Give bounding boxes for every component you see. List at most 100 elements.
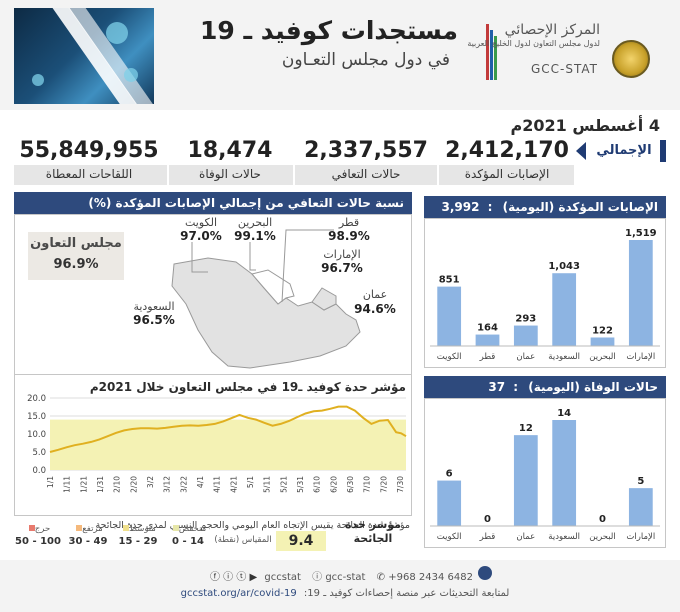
severity-legend-range: 30 - 49 xyxy=(68,536,108,547)
severity-index-box xyxy=(276,531,326,551)
bar-category-label: السعودية xyxy=(548,532,580,542)
report-date: 4 أغسطس 2021م xyxy=(510,116,660,135)
gcc-stat-small-logo-icon xyxy=(478,566,492,580)
severity-y-tick: 10.0 xyxy=(27,430,46,440)
page-subtitle: في دول مجلس التعـاون xyxy=(281,50,450,70)
bar xyxy=(513,435,538,526)
bar-value-label: 0 xyxy=(599,514,606,525)
covid-banner-image xyxy=(14,8,154,104)
bar xyxy=(628,240,653,346)
whatsapp-icon: ✆ xyxy=(376,572,386,583)
daily-cases-title: الإصابات المؤكدة (اليومية) : 3,992 xyxy=(424,196,666,218)
country-value-saudi: 96.5% xyxy=(133,313,175,327)
bar-category-label: الإمارات xyxy=(626,532,655,542)
severity-index-label: مؤشر حدة الجائحة xyxy=(345,518,401,545)
severity-legend-item: حرج 50 - 100 xyxy=(14,524,62,547)
gcc-recovery-label: مجلس التعاون xyxy=(30,236,122,251)
country-name-kuwait: الكويت xyxy=(184,216,218,229)
footer-social-row: ⓕ ⓘ ⓣ ▶ gccstat ⓘ gcc-stat ✆ +968 2434 6… xyxy=(210,568,473,583)
daily-cases-bar-chart: 1,519 الإمارات 122 البحرين 1,043 السعودية 293 ع… xyxy=(430,228,660,362)
severity-legend-range: 50 - 100 xyxy=(15,536,61,547)
gcc-stat-logo-text: المركز الإحصائي لدول مجلس التعاون لدول ا… xyxy=(467,23,600,50)
bar-category-label: عمان xyxy=(516,532,535,542)
country-value-qatar: 98.9% xyxy=(328,229,370,243)
severity-x-tick: 4/21 xyxy=(229,476,238,493)
bar-category-label: قطر xyxy=(479,532,496,542)
bar-value-label: 851 xyxy=(439,275,460,286)
severity-chart-title: مؤشر حدة كوفيد ـ19 في مجلس التعاون خلال … xyxy=(89,380,406,394)
gcc-stat-logo-english: GCC-STAT xyxy=(530,62,598,76)
daily-deaths-total: 37 xyxy=(488,380,506,394)
severity-low-band xyxy=(50,419,406,470)
divider xyxy=(293,165,295,185)
bar xyxy=(628,488,653,526)
linkedin-icon: ⓘ xyxy=(312,572,323,583)
severity-x-tick: 1/21 xyxy=(79,476,88,493)
daily-deaths-bars: 5 الإمارات 0 البحرين 14 السعودية 12 عمان 0 قطر 6 ال… xyxy=(430,408,660,542)
daily-cases-panel xyxy=(424,218,666,368)
country-name-qatar: قطر xyxy=(338,216,360,229)
bar xyxy=(437,480,462,526)
bar-category-label: السعودية xyxy=(548,352,580,362)
gcc-emblem-icon xyxy=(612,40,650,78)
country-value-bahrain: 99.1% xyxy=(234,229,276,243)
severity-x-tick: 4/11 xyxy=(213,476,222,493)
map-oman-north xyxy=(311,287,337,311)
severity-scale-label: المقياس (نقطة) xyxy=(214,535,272,545)
gcc-recovery-box xyxy=(28,232,124,280)
bar-value-label: 6 xyxy=(446,469,453,480)
country-value-kuwait: 97.0% xyxy=(180,229,222,243)
bar-value-label: 164 xyxy=(477,323,498,334)
severity-x-tick: 5/11 xyxy=(263,476,272,493)
deaths-total: 18,474 xyxy=(187,138,273,163)
severity-legend-label: مرتفع xyxy=(82,524,103,534)
bar-value-label: 5 xyxy=(637,476,644,487)
gcc-stat-logo-icon xyxy=(486,24,497,80)
severity-x-tick: 6/20 xyxy=(329,476,338,493)
footer-follow-row: لمتابعة التحديثات عبر منصة إحصاءات كوفيد… xyxy=(180,588,510,599)
severity-series xyxy=(49,405,407,453)
bar-category-label: الكويت xyxy=(437,532,462,542)
footer-follow-text: لمتابعة التحديثات عبر منصة إحصاءات كوفيد… xyxy=(303,588,510,599)
severity-legend-name: مرتفع xyxy=(64,524,112,534)
severity-legend-swatch xyxy=(172,525,179,531)
severity-legend-range: 15 - 29 xyxy=(118,536,158,547)
confirmed-label: الإصابات المؤكدة xyxy=(464,167,550,181)
severity-legend: منخفض 0 - 14 متوسط 15 - 29 مرتفع 30 - 49 حرج 50… xyxy=(14,524,214,554)
severity-x-tick: 1/31 xyxy=(96,476,105,493)
bar-value-label: 122 xyxy=(592,325,613,336)
divider xyxy=(167,165,169,185)
severity-x-tick: 2/20 xyxy=(129,476,138,493)
bar xyxy=(513,325,538,346)
map-gulf-water xyxy=(251,269,295,305)
bar-category-label: الكويت xyxy=(437,352,462,362)
deaths-label: حالات الوفاة xyxy=(199,167,261,181)
severity-x-tick: 2/10 xyxy=(113,476,122,493)
country-value-uae: 96.7% xyxy=(321,261,363,275)
bar-category-label: الإمارات xyxy=(626,352,655,362)
severity-band xyxy=(50,419,406,470)
page-title: مستجدات كوفيد ـ 19 xyxy=(200,16,458,45)
severity-legend-item: منخفض 0 - 14 xyxy=(164,524,212,547)
bar-category-label: عمان xyxy=(516,352,535,362)
bar-category-label: قطر xyxy=(479,352,496,362)
severity-legend-label: حرج xyxy=(34,524,51,534)
bar xyxy=(590,337,615,346)
footer-handle-gcc-stat[interactable]: gcc-stat xyxy=(325,572,366,583)
severity-x-tick: 1/1 xyxy=(46,476,55,488)
bar-value-label: 14 xyxy=(557,408,571,419)
severity-note: مؤشر حدة الجائحة يقيس الإتجاه العام اليو… xyxy=(95,520,410,531)
country-name-oman: عمان xyxy=(362,288,388,301)
severity-x-tick: 6/10 xyxy=(313,476,322,493)
severity-legend-label: منخفض xyxy=(178,524,207,534)
footer-url[interactable]: gccstat.org/ar/covid-19 xyxy=(180,588,297,599)
severity-y-tick: 15.0 xyxy=(27,412,46,422)
bar-value-label: 1,519 xyxy=(625,228,657,239)
severity-x-tick: 4/1 xyxy=(196,476,205,488)
footer-handle-gccstat[interactable]: gccstat xyxy=(264,572,301,583)
leader-bahrain xyxy=(249,242,256,271)
vaccines-total: 55,849,955 xyxy=(19,138,159,163)
bar xyxy=(475,334,500,346)
severity-y-tick: 5.0 xyxy=(32,448,46,458)
bar xyxy=(437,286,462,346)
